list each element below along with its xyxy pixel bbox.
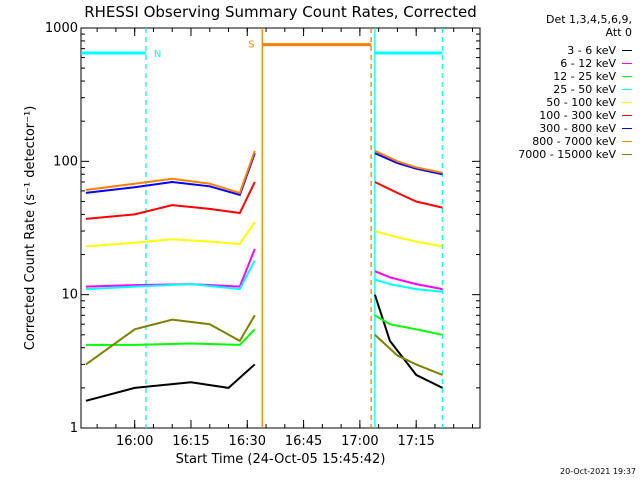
x-tick-label: 16:30 — [229, 434, 266, 449]
legend-swatch — [622, 115, 632, 116]
night-bar-label: N — [154, 49, 161, 60]
series-line — [85, 363, 256, 402]
legend-entry: 6 - 12 keV — [560, 57, 632, 70]
series-line — [374, 270, 443, 291]
series-line — [85, 181, 256, 220]
series-line — [374, 149, 443, 174]
legend-label: 3 - 6 keV — [567, 44, 616, 57]
x-tick-label: 16:00 — [116, 434, 153, 449]
y-axis-label: Corrected Count Rate (s⁻¹ detector⁻¹) — [23, 106, 38, 351]
legend-swatch — [622, 102, 632, 103]
series-line — [85, 150, 256, 195]
legend-label: 300 - 800 keV — [539, 122, 616, 135]
series-line — [374, 181, 443, 209]
series-line — [85, 152, 256, 197]
legend-entry: 12 - 25 keV — [553, 70, 632, 83]
legend-swatch — [622, 89, 632, 90]
series-line — [374, 278, 443, 293]
x-tick-label: 16:45 — [285, 434, 322, 449]
legend-label: 7000 - 15000 keV — [518, 148, 616, 161]
legend-header: Det 1,3,4,5,6,9, Att 0 — [546, 13, 632, 39]
series-line — [374, 230, 443, 248]
legend-entry: 7000 - 15000 keV — [518, 148, 632, 161]
legend-label: 25 - 50 keV — [553, 83, 616, 96]
y-tick-label: 10 — [61, 288, 78, 303]
x-tick-label: 17:15 — [397, 434, 434, 449]
x-axis-label: Start Time (24-Oct-05 15:45:42) — [176, 452, 386, 467]
legend-entry: 800 - 7000 keV — [532, 135, 632, 148]
legend-swatch — [622, 63, 632, 64]
legend-swatch — [622, 128, 632, 129]
legend-swatch — [622, 76, 632, 77]
legend-swatch — [622, 154, 632, 155]
chart-title: RHESSI Observing Summary Count Rates, Co… — [84, 3, 477, 21]
y-tick-label: 1000 — [45, 21, 78, 36]
legend-entry: 25 - 50 keV — [553, 83, 632, 96]
legend-entry: 3 - 6 keV — [567, 44, 632, 57]
series-line — [373, 294, 443, 389]
y-tick-label: 100 — [53, 154, 78, 169]
series-line — [85, 248, 256, 288]
legend-swatch — [622, 50, 632, 51]
legend-label: 50 - 100 keV — [546, 96, 616, 109]
legend-label: 12 - 25 keV — [553, 70, 616, 83]
x-tick-label: 16:15 — [172, 434, 209, 449]
series-line — [85, 221, 256, 248]
x-tick-label: 17:00 — [341, 434, 378, 449]
y-tick-label: 1 — [70, 421, 78, 436]
legend-entry: 300 - 800 keV — [539, 122, 632, 135]
footer-timestamp: 20-Oct-2021 19:37 — [560, 467, 636, 476]
series-line — [374, 314, 443, 336]
series-line — [85, 314, 256, 366]
series-line — [374, 334, 443, 376]
plot-frame — [80, 27, 481, 429]
legend-swatch — [622, 141, 632, 142]
legend-label: 100 - 300 keV — [539, 109, 616, 122]
legend-header-line-2: Att 0 — [605, 26, 632, 39]
legend-label: 800 - 7000 keV — [532, 135, 616, 148]
legend-label: 6 - 12 keV — [560, 57, 616, 70]
series-line — [374, 152, 443, 176]
series-line — [85, 260, 256, 291]
saa-bar-label: S — [248, 40, 254, 51]
legend-header-line-1: Det 1,3,4,5,6,9, — [545, 13, 632, 26]
legend-entry: 50 - 100 keV — [546, 96, 632, 109]
legend-entry: 100 - 300 keV — [539, 109, 632, 122]
series-line — [85, 328, 256, 346]
